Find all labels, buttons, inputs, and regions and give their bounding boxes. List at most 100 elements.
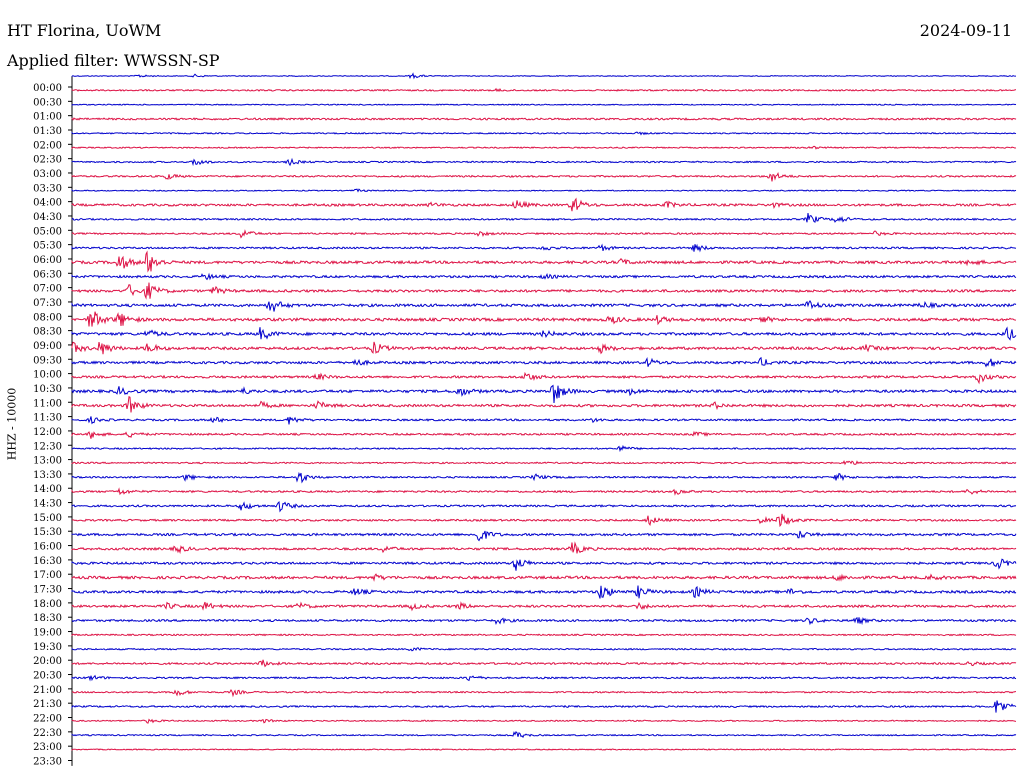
time-label: 05:30 — [33, 241, 62, 252]
trace-line — [71, 311, 1017, 327]
trace-line — [71, 487, 1017, 496]
time-label: 19:30 — [33, 642, 62, 653]
trace-line — [71, 416, 1017, 425]
time-label: 10:00 — [33, 370, 62, 381]
time-label: 08:00 — [33, 312, 62, 323]
trace-line — [71, 444, 1017, 453]
time-label: 14:00 — [33, 484, 62, 495]
trace-line — [71, 585, 1017, 599]
trace-line — [71, 659, 1017, 668]
trace-line — [71, 601, 1017, 612]
time-label: 07:30 — [33, 298, 62, 309]
time-label: 15:00 — [33, 513, 62, 524]
time-label: 06:00 — [33, 255, 62, 266]
time-label: 04:30 — [33, 212, 62, 223]
trace-line — [71, 530, 1017, 542]
trace-line — [71, 460, 1017, 466]
trace-line — [71, 573, 1017, 582]
time-label: 10:30 — [33, 384, 62, 395]
time-label: 00:30 — [33, 97, 62, 108]
time-label: 04:00 — [33, 198, 62, 209]
trace-line — [71, 647, 1017, 652]
trace-line — [71, 700, 1017, 713]
time-label: 18:30 — [33, 613, 62, 624]
trace-line — [71, 145, 1017, 150]
time-label: 21:30 — [33, 699, 62, 710]
trace-line — [71, 633, 1017, 637]
date-label: 2024-09-11 — [919, 21, 1012, 40]
time-label: 20:30 — [33, 671, 62, 682]
time-label: 17:00 — [33, 570, 62, 581]
trace-line — [71, 72, 1016, 80]
trace-line — [71, 213, 1017, 223]
time-label: 03:00 — [33, 169, 62, 180]
trace-line — [71, 617, 1017, 626]
time-label: 15:30 — [33, 527, 62, 538]
trace-line — [71, 243, 1017, 253]
trace-line — [71, 188, 1017, 193]
trace-line — [71, 674, 1017, 682]
time-label: 21:00 — [33, 685, 62, 696]
trace-line — [71, 395, 1017, 413]
time-label: 11:30 — [33, 413, 62, 424]
station-title: HT Florina, UoWM — [7, 21, 162, 40]
time-label: 01:30 — [33, 126, 62, 137]
trace-line — [71, 371, 1017, 385]
time-label: 23:30 — [33, 757, 62, 768]
time-label: 14:30 — [33, 499, 62, 510]
trace-line — [71, 541, 1017, 555]
time-label: 13:30 — [33, 470, 62, 481]
time-label: 09:30 — [33, 355, 62, 366]
time-label: 12:00 — [33, 427, 62, 438]
time-label: 22:30 — [33, 728, 62, 739]
time-label: 20:00 — [33, 656, 62, 667]
time-label: 03:30 — [33, 183, 62, 194]
time-label: 07:00 — [33, 284, 62, 295]
time-label: 13:00 — [33, 456, 62, 467]
trace-line — [71, 471, 1017, 484]
trace-line — [71, 689, 1016, 698]
time-label: 17:30 — [33, 585, 62, 596]
trace-line — [71, 300, 1017, 312]
time-label: 02:30 — [33, 155, 62, 166]
trace-line — [71, 87, 1016, 93]
trace-line — [71, 250, 1017, 273]
time-label: 12:30 — [33, 441, 62, 452]
time-label: 23:00 — [33, 742, 62, 753]
time-label: 18:00 — [33, 599, 62, 610]
time-label: 05:00 — [33, 226, 62, 237]
trace-line — [71, 117, 1017, 121]
trace-line — [71, 131, 1017, 136]
time-label: 08:30 — [33, 327, 62, 338]
trace-line — [71, 513, 1017, 528]
trace-line — [71, 558, 1017, 571]
time-label: 16:30 — [33, 556, 62, 567]
time-label: 11:00 — [33, 398, 62, 409]
trace-line — [71, 103, 1017, 106]
trace-line — [71, 341, 1017, 355]
trace-line — [71, 229, 1017, 239]
time-label: 06:30 — [33, 269, 62, 280]
trace-line — [71, 356, 1017, 368]
trace-line — [71, 197, 1017, 212]
trace-line — [71, 384, 1017, 404]
filter-label: Applied filter: WWSSN-SP — [7, 51, 220, 70]
trace-line — [71, 282, 1017, 300]
time-label: 22:00 — [33, 714, 62, 725]
trace-line — [71, 748, 1017, 751]
time-label: 09:00 — [33, 341, 62, 352]
trace-line — [71, 731, 1017, 739]
time-label: 01:00 — [33, 112, 62, 123]
time-label: 16:00 — [33, 542, 62, 553]
trace-line — [71, 157, 1017, 167]
trace-line — [71, 272, 1017, 281]
trace-line — [71, 326, 1017, 341]
trace-line — [71, 171, 1017, 182]
trace-line — [71, 501, 1017, 513]
trace-line — [71, 718, 1017, 724]
time-label: 02:00 — [33, 140, 62, 151]
time-label: 19:00 — [33, 628, 62, 639]
time-label: 00:00 — [33, 83, 62, 94]
trace-line — [71, 430, 1017, 439]
